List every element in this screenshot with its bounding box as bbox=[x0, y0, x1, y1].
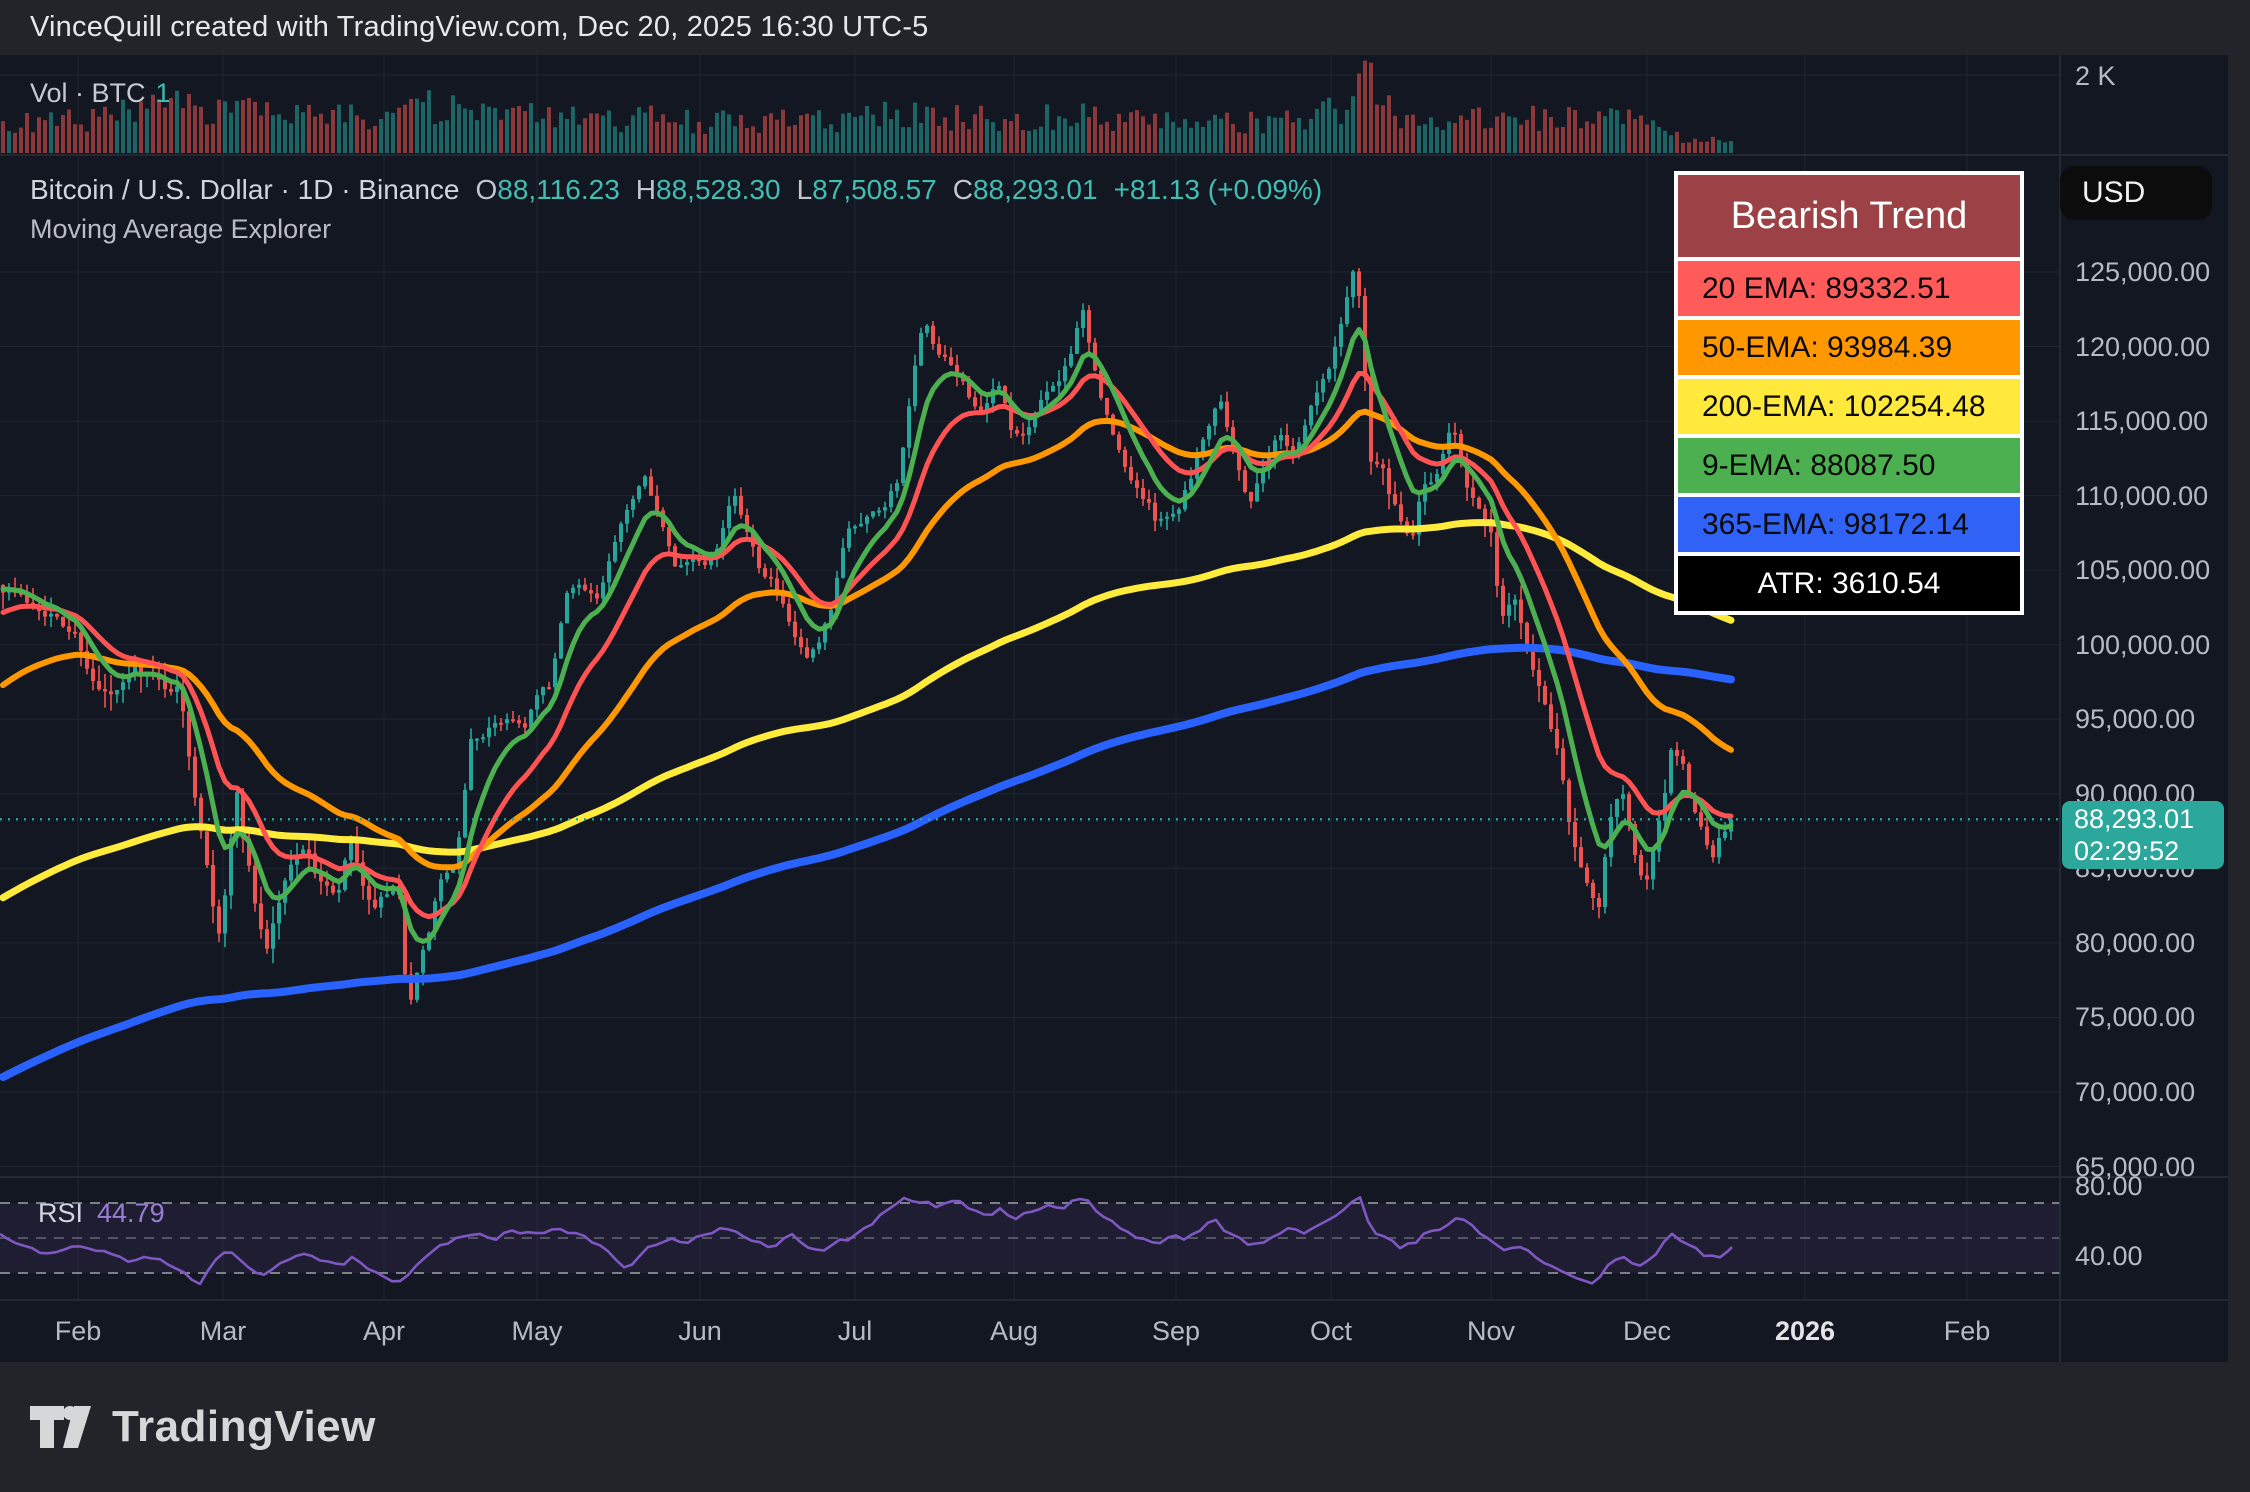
price-tick-label: 105,000.00 bbox=[2075, 555, 2211, 586]
rsi-label-text: RSI bbox=[38, 1198, 84, 1228]
symbol-legend-row[interactable]: Bitcoin / U.S. Dollar · 1D · Binance O88… bbox=[30, 174, 1322, 206]
ohlc-high: H88,528.30 bbox=[635, 174, 781, 205]
rsi-value: 44.79 bbox=[97, 1198, 165, 1228]
time-tick-label: Jun bbox=[678, 1316, 722, 1346]
legend-row: 9-EMA: 88087.50 bbox=[1678, 438, 2020, 493]
price-tick-label: 70,000.00 bbox=[2075, 1077, 2196, 1107]
time-tick-label: Jul bbox=[837, 1316, 873, 1346]
ma-explorer-panel: Bearish Trend 20 EMA: 89332.51 50-EMA: 93… bbox=[1674, 171, 2024, 615]
time-tick-label: May bbox=[511, 1316, 563, 1346]
ma-legend-rows: 20 EMA: 89332.51 50-EMA: 93984.39 200-EMA:… bbox=[1678, 261, 2020, 611]
currency-scale-button[interactable]: USD bbox=[2060, 166, 2212, 220]
snapshot-title: VinceQuill created with TradingView.com,… bbox=[30, 11, 929, 43]
right-margin bbox=[2228, 55, 2250, 1362]
volume-label-text: Vol · BTC bbox=[30, 78, 146, 108]
ohlc-open: O88,116.23 bbox=[475, 174, 620, 205]
price-change: +81.13 (+0.09%) bbox=[1113, 174, 1323, 205]
price-tick-label: 75,000.00 bbox=[2075, 1002, 2196, 1033]
current-price-value: 88,293.01 bbox=[2074, 804, 2195, 835]
volume-indicator-label[interactable]: Vol · BTC 1 bbox=[30, 78, 171, 109]
legend-row: 20 EMA: 89332.51 bbox=[1678, 261, 2020, 316]
price-tick-label: 100,000.00 bbox=[2075, 629, 2211, 660]
rsi-tick-label: 80.00 bbox=[2075, 1170, 2143, 1201]
time-tick-label: Apr bbox=[362, 1316, 406, 1346]
current-price-tag: 88,293.01 02:29:52 bbox=[2062, 801, 2224, 870]
time-tick-label: Dec bbox=[1622, 1316, 1672, 1346]
time-tick-label: Feb bbox=[54, 1316, 102, 1346]
rsi-tick-label: 40.00 bbox=[2075, 1240, 2143, 1271]
price-tick-label: 120,000.00 bbox=[2075, 331, 2211, 362]
time-tick-label: Aug bbox=[989, 1316, 1039, 1346]
price-tick-label: 115,000.00 bbox=[2075, 406, 2209, 437]
legend-row: ATR: 3610.54 bbox=[1678, 556, 2020, 611]
ohlc-low: L87,508.57 bbox=[796, 174, 937, 205]
symbol-title: Bitcoin / U.S. Dollar · 1D · Binance bbox=[30, 174, 460, 205]
legend-row: 50-EMA: 93984.39 bbox=[1678, 320, 2020, 375]
rsi-indicator-label[interactable]: RSI 44.79 bbox=[38, 1198, 165, 1229]
tradingview-logo[interactable]: TradingView bbox=[30, 1401, 376, 1453]
candle-countdown: 02:29:52 bbox=[2074, 836, 2180, 867]
time-tick-label: Oct bbox=[1309, 1316, 1353, 1346]
tradingview-logo-text: TradingView bbox=[112, 1402, 376, 1451]
price-tick-label: 65,000.00 bbox=[2075, 1151, 2196, 1182]
volume-interval-value: 1 bbox=[155, 78, 171, 108]
price-tick-label: 95,000.00 bbox=[2075, 704, 2196, 735]
time-tick-label: Feb bbox=[1943, 1316, 1991, 1346]
trend-status-header: Bearish Trend bbox=[1678, 175, 2020, 257]
indicator-name-label[interactable]: Moving Average Explorer bbox=[30, 214, 332, 244]
header-bar: VinceQuill created with TradingView.com,… bbox=[0, 0, 2250, 55]
footer-bar: TradingView bbox=[0, 1362, 2250, 1492]
volume-axis-tick: 2 K bbox=[2075, 61, 2116, 91]
ohlc-close: C88,293.01 bbox=[952, 174, 1098, 205]
time-tick-label: 2026 bbox=[1774, 1316, 1836, 1346]
time-tick-label: Mar bbox=[199, 1316, 247, 1346]
time-tick-label: Sep bbox=[1151, 1316, 1201, 1346]
time-tick-label: Nov bbox=[1466, 1316, 1516, 1346]
legend-row: 365-EMA: 98172.14 bbox=[1678, 497, 2020, 552]
price-tick-label: 110,000.00 bbox=[2075, 480, 2209, 511]
tradingview-logo-icon bbox=[30, 1406, 91, 1448]
price-tick-label: 125,000.00 bbox=[2075, 257, 2211, 287]
legend-row: 200-EMA: 102254.48 bbox=[1678, 379, 2020, 434]
price-tick-label: 80,000.00 bbox=[2075, 927, 2196, 958]
